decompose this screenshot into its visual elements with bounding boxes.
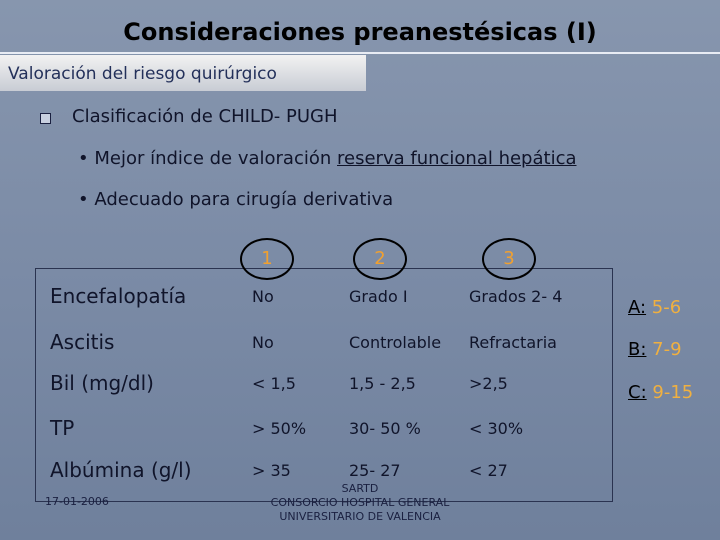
cell: Controlable [349,333,442,352]
bullet-marker [40,113,51,124]
score-label: B: [628,339,647,360]
row-label: Encefalopatía [50,284,187,308]
title: Consideraciones preanestésicas (I) [123,18,597,46]
header-oval [353,238,407,280]
cell: No [252,333,274,352]
row-label: Albúmina (g/l) [50,458,192,482]
table-border [35,268,613,502]
tab-label: Valoración del riesgo quirúrgico [8,64,277,84]
sub-bullet: • Adecuado para cirugía derivativa [78,189,394,210]
underlined-text: reserva funcional hepática [337,148,577,169]
cell: < 1,5 [252,374,296,393]
row-label: Ascitis [50,330,115,354]
cell: Grados 2- 4 [469,287,563,306]
footer-org: UNIVERSITARIO DE VALENCIA [279,510,441,523]
cell: 25- 27 [349,461,401,480]
score-range: 7-9 [652,339,682,360]
header-number: 2 [374,248,386,269]
header-number: 3 [503,248,515,269]
title-rule [0,52,720,54]
score-range: 5-6 [651,297,682,318]
footer-org: CONSORCIO HOSPITAL GENERAL [270,496,450,509]
cell: >2,5 [469,374,508,393]
cell: > 50% [252,419,307,438]
cell: < 27 [469,461,508,480]
score: A: 5-6 [628,297,681,318]
text: Mejor índice de valoración [94,148,338,169]
text: Adecuado para cirugía derivativa [94,189,394,210]
score: B: 7-9 [628,339,682,360]
row-label: TP [50,416,75,440]
row-label: Bil (mg/dl) [50,371,154,395]
cell: < 30% [469,419,524,438]
cell: 1,5 - 2,5 [349,374,416,393]
footer-date: 17-01-2006 [45,495,109,508]
score-label: C: [628,382,647,403]
bullet: Clasificación de CHILD- PUGH [72,106,338,127]
footer-org: SARTD [341,482,379,495]
header-number: 1 [261,248,273,269]
cell: Grado I [349,287,408,306]
score: C: 9-15 [628,382,693,403]
cell: > 35 [252,461,291,480]
tab [0,55,366,91]
cell: No [252,287,274,306]
header-oval [482,238,536,280]
header-oval [240,238,294,280]
sub-bullet: • Mejor índice de valoración reserva fun… [78,148,577,169]
cell: 30- 50 % [349,419,421,438]
score-label: A: [628,297,647,318]
score-range: 9-15 [652,382,694,403]
cell: Refractaria [469,333,557,352]
